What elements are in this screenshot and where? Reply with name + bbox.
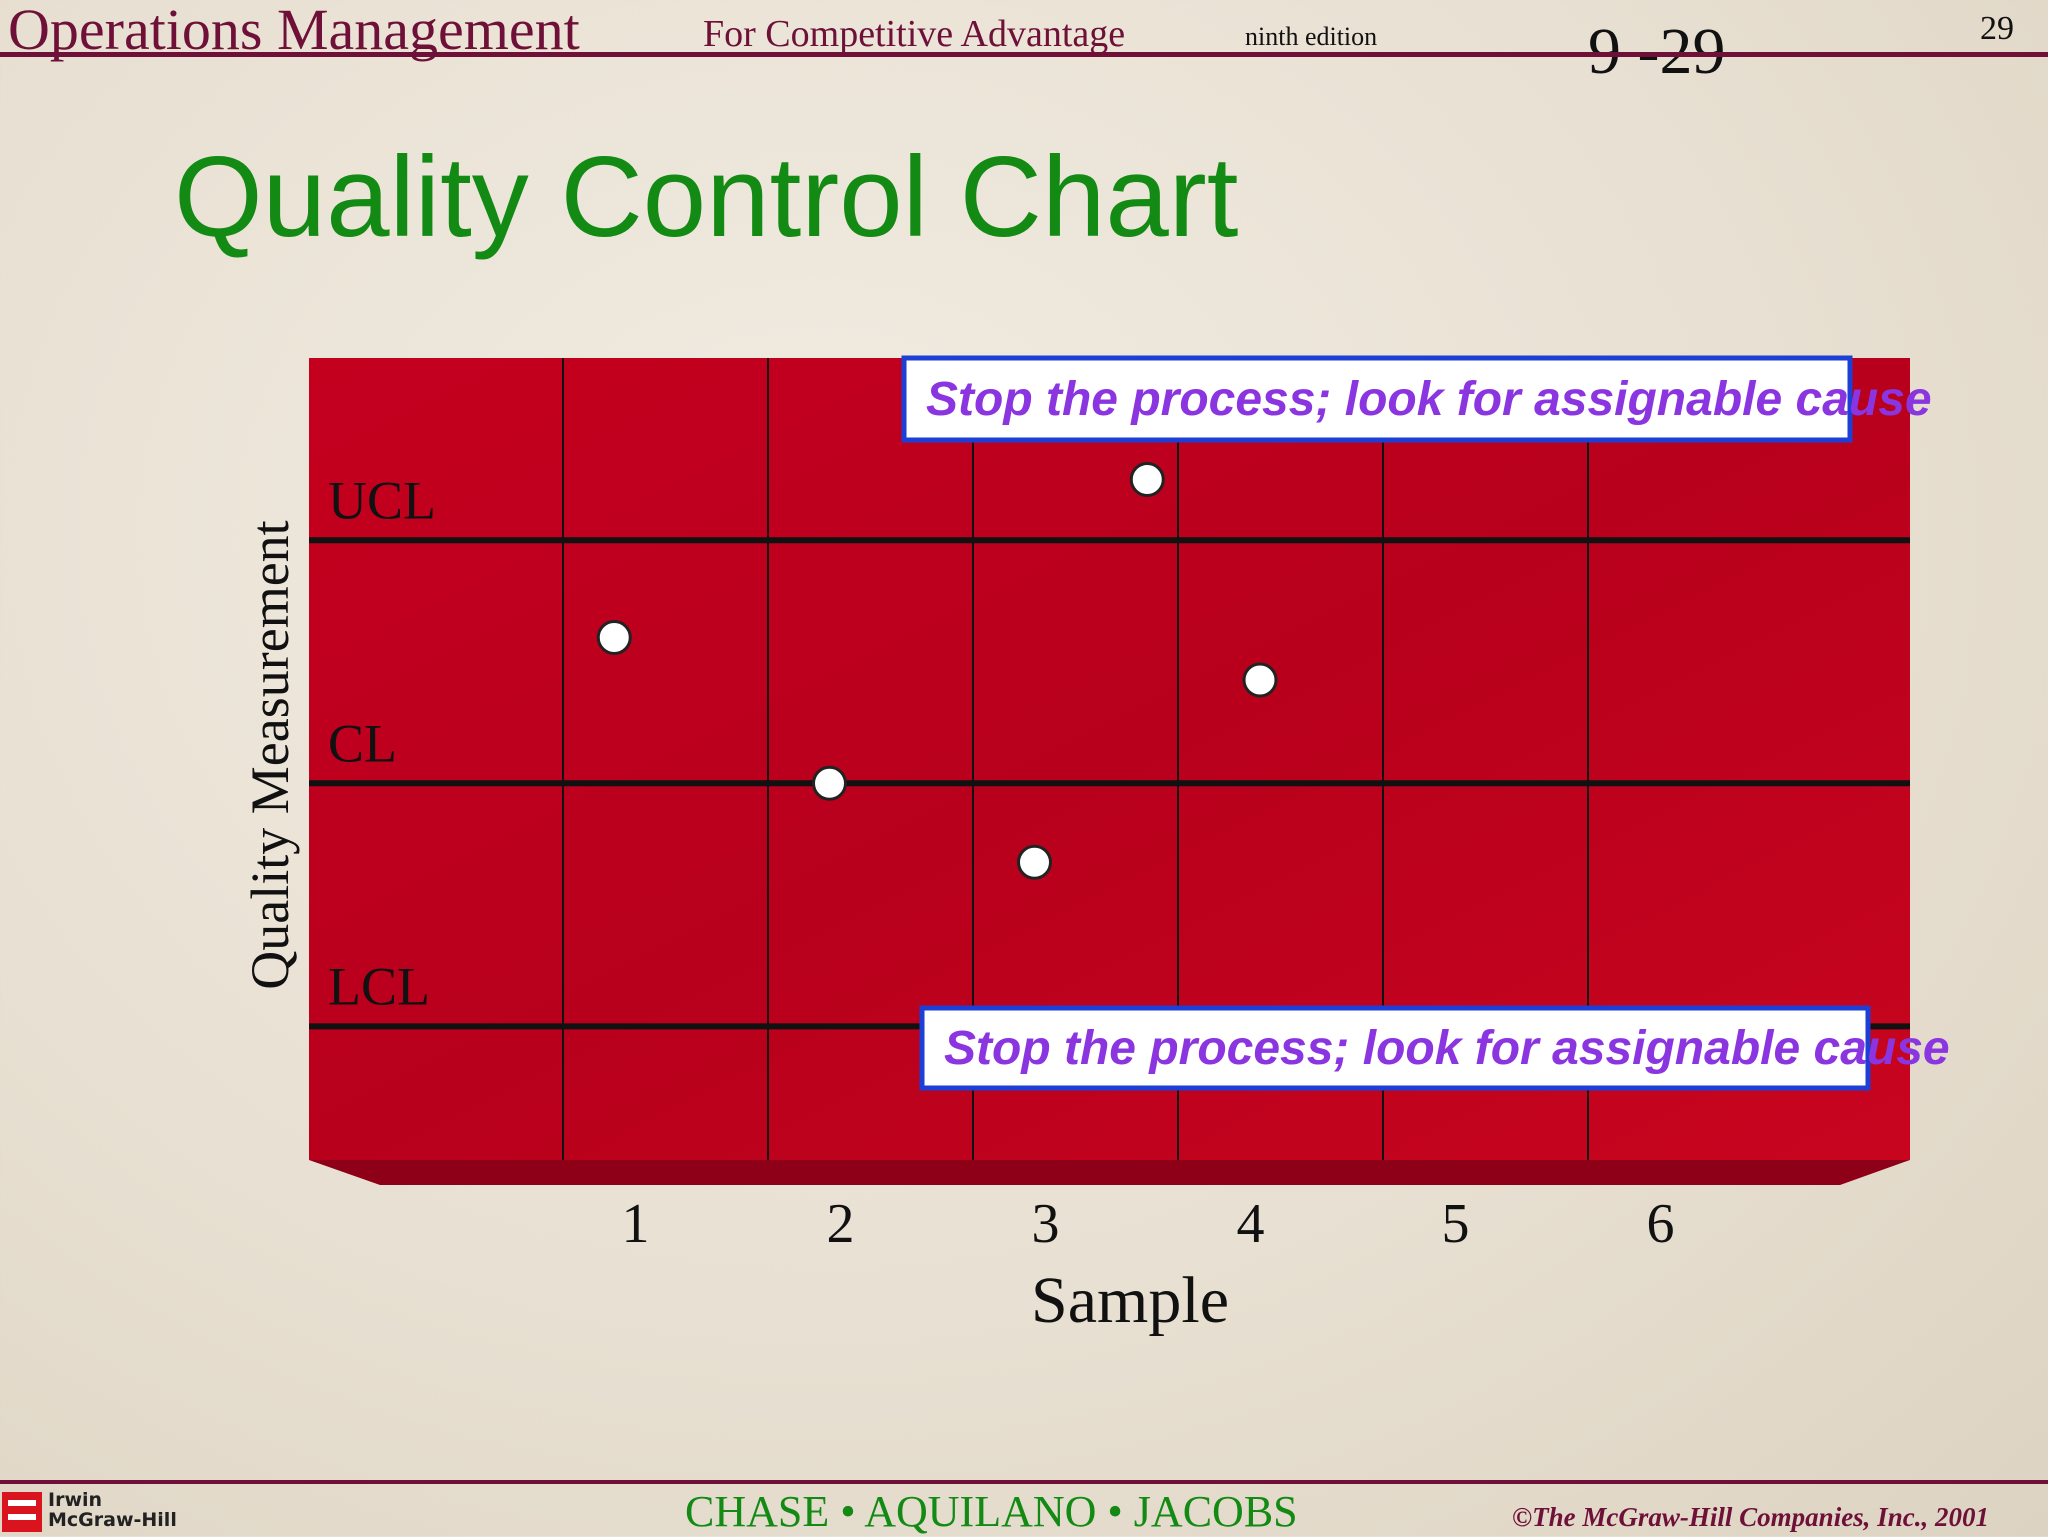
publisher-line-2: McGraw-Hill	[48, 1509, 177, 1531]
book-subtitle: For Competitive Advantage	[703, 13, 1126, 55]
authors-line: CHASE • AQUILANO • JACOBS	[685, 1487, 1298, 1536]
x-tick-4: 4	[1237, 1193, 1265, 1255]
header-divider	[0, 52, 2048, 57]
ucl-label: UCL	[328, 470, 436, 530]
x-tick-1: 1	[622, 1193, 650, 1255]
x-axis-label: Sample	[1031, 1264, 1229, 1337]
x-tick-6: 6	[1647, 1193, 1675, 1255]
publisher-line-1: Irwin	[48, 1489, 103, 1511]
mcgraw-hill-logo-icon	[2, 1492, 42, 1532]
x-tick-5: 5	[1442, 1193, 1470, 1255]
plot-base-shadow	[309, 1160, 1910, 1185]
upper-annotation-box	[901, 355, 1853, 443]
upper-annotation-text: Stop the process; look for assignable ca…	[926, 373, 1932, 426]
publisher-name: Irwin McGraw-Hill	[48, 1490, 177, 1530]
page-number: 29	[1980, 10, 2014, 47]
control-line-labels: UCL CL LCL	[328, 470, 436, 1016]
cl-label: CL	[328, 713, 397, 773]
lower-annotation: Stop the process; look for assignable ca…	[919, 1005, 1950, 1091]
data-point-1	[596, 619, 632, 655]
upper-annotation: Stop the process; look for assignable ca…	[901, 355, 1932, 443]
lower-annotation-box	[919, 1005, 1871, 1091]
y-axis-label: Quality Measurement	[240, 520, 300, 989]
lower-annotation-text: Stop the process; look for assignable ca…	[944, 1022, 1950, 1075]
data-point-4	[1129, 462, 1165, 498]
copyright-notice: ©The McGraw-Hill Companies, Inc., 2001	[1512, 1502, 1989, 1532]
slide-title: Quality Control Chart	[174, 134, 1239, 261]
x-tick-2: 2	[827, 1193, 855, 1255]
footer-divider	[0, 1480, 2048, 1484]
slide-code: 9 -29	[1588, 15, 1726, 88]
book-title: Operations Management	[8, 0, 580, 62]
lcl-label: LCL	[328, 956, 430, 1016]
edition-label: ninth edition	[1245, 22, 1378, 51]
data-point-2	[812, 765, 847, 801]
control-chart: UCL CL LCL 1 2 3 4 5 6 Stop the process; look f…	[240, 355, 1950, 1337]
data-point-3	[1017, 844, 1052, 880]
x-tick-3: 3	[1032, 1193, 1060, 1255]
x-tick-labels: 1 2 3 4 5 6	[622, 1193, 1675, 1255]
data-point-5	[1242, 662, 1278, 698]
